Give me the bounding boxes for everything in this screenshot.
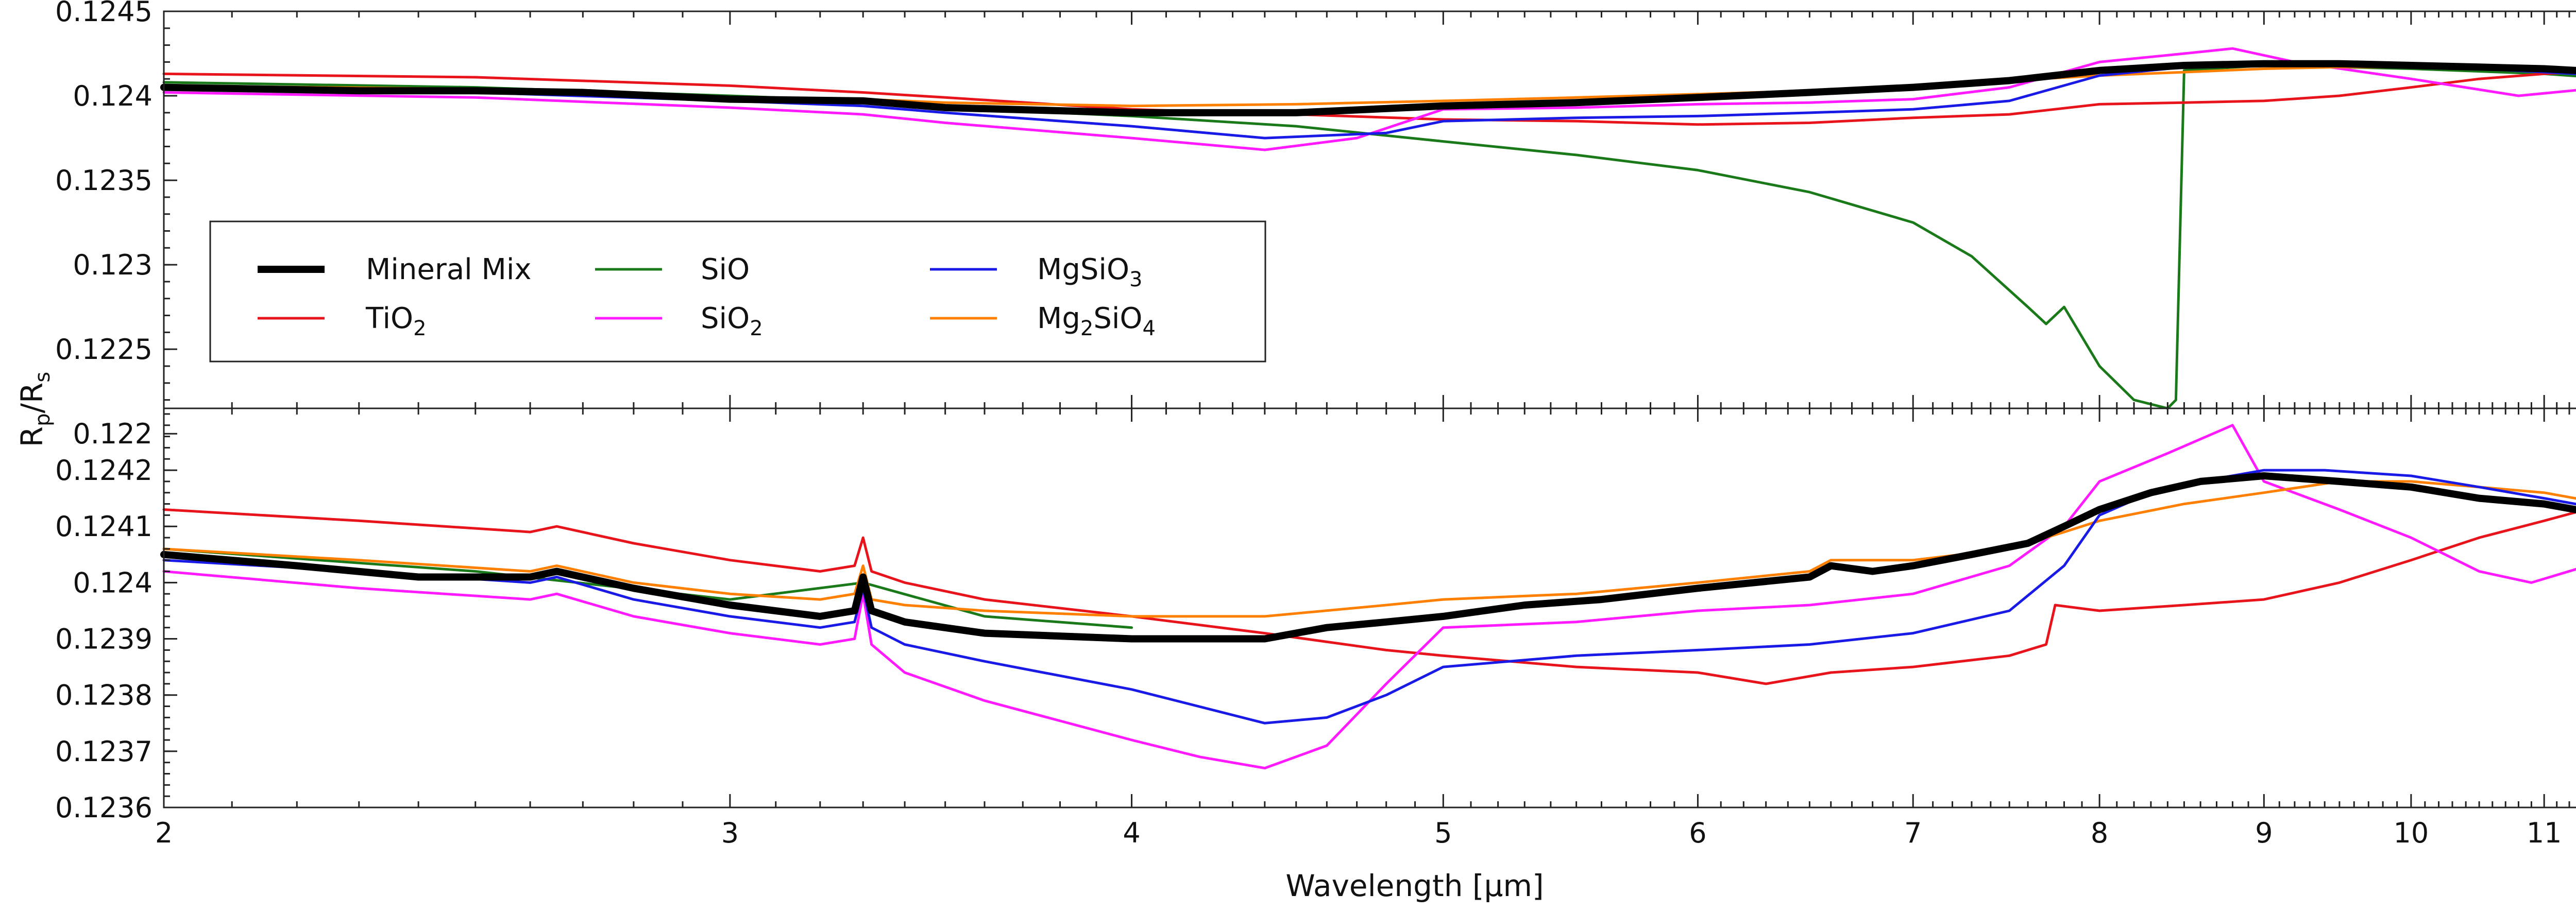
y-tick-label: 0.124 xyxy=(73,80,152,112)
series-lines xyxy=(160,47,2576,410)
series-line-tio2-top xyxy=(162,71,2576,126)
x-tick-label: 3 xyxy=(721,817,739,849)
y-tick-label: 0.1236 xyxy=(55,791,152,824)
series-line-mg2sio4-bottom xyxy=(162,480,2576,618)
axis-titles: Wavelength [μm] Rp/Rs xyxy=(14,372,1544,903)
y-tick-label: 0.1241 xyxy=(55,510,152,543)
x-tick-label: 7 xyxy=(1904,817,1922,849)
series-line-mineral_mix-bottom xyxy=(160,472,2576,643)
legend-label-mg2sio4: Mg2SiO4 xyxy=(1037,302,1156,340)
y-tick-label: 0.1239 xyxy=(55,623,152,656)
legend-text: TiO xyxy=(365,302,413,335)
y-tick-label: 0.124 xyxy=(73,566,152,599)
y-tick-label: 0.123 xyxy=(73,249,152,281)
y-axis-title-sep: /R xyxy=(14,383,49,414)
plot-frame-bottom xyxy=(163,407,2576,808)
y-tick-label: 0.1242 xyxy=(55,454,152,487)
legend-text: SiO xyxy=(1093,302,1142,335)
legend-text: SiO xyxy=(701,302,750,335)
y-tick-label: 0.1225 xyxy=(55,333,152,366)
y-axis-title-sub-s: s xyxy=(31,372,55,383)
y-tick-label: 0.1235 xyxy=(55,164,152,197)
legend-label-sio: SiO xyxy=(701,253,750,286)
legend-label-sio2: SiO2 xyxy=(701,302,763,340)
legend-text: Mineral Mix xyxy=(366,253,532,286)
series-line-sio-bottom xyxy=(162,547,1133,629)
series-line-sio2-top xyxy=(162,47,2576,151)
legend-text: MgSiO xyxy=(1037,253,1129,286)
series-lines xyxy=(160,424,2576,770)
legend-subscript: 4 xyxy=(1143,317,1156,340)
series-line-mineral_mix-top xyxy=(160,60,2576,116)
legend-box xyxy=(209,220,1266,363)
x-tick-label: 5 xyxy=(1434,817,1452,849)
legend-subscript: 2 xyxy=(1080,317,1093,340)
bottom-panel: 0.1236 0.1237 0.1238 0.1239 0.124 0.1241 0.124… xyxy=(55,407,2576,849)
y-tick-label: 0.1237 xyxy=(55,735,152,768)
x-tick-label: 2 xyxy=(155,817,173,849)
legend-subscript: 3 xyxy=(1129,268,1142,291)
legend-text: SiO xyxy=(701,253,750,286)
x-tick-label: 4 xyxy=(1123,817,1140,849)
legend-subscript: 2 xyxy=(413,317,426,340)
series-line-sio2-bottom xyxy=(162,424,2576,770)
x-tick-label: 9 xyxy=(2255,817,2273,849)
x-tick-label: 11 xyxy=(2527,817,2562,849)
legend-text: Mg xyxy=(1037,302,1080,335)
x-axis-title: Wavelength [μm] xyxy=(1285,868,1544,903)
axis-ticks-bottom: 0.1236 0.1237 0.1238 0.1239 0.124 0.1241 0.124… xyxy=(55,408,2570,849)
y-axis-title-main: R xyxy=(14,426,49,447)
y-axis-title-sub-p: p xyxy=(31,413,55,426)
series-line-mgsio3-bottom xyxy=(162,469,2576,725)
legend-label-mineral_mix: Mineral Mix xyxy=(366,253,532,286)
legend-label-tio2: TiO2 xyxy=(365,302,427,340)
x-tick-label: 6 xyxy=(1689,817,1706,849)
top-panel: 0.122 0.1225 0.123 0.1235 0.124 0.1245 Mineral… xyxy=(55,0,2576,450)
x-tick-label: 8 xyxy=(2091,817,2108,849)
y-tick-label: 0.1238 xyxy=(55,679,152,712)
legend-subscript: 2 xyxy=(750,317,762,340)
y-tick-label: 0.122 xyxy=(73,418,152,450)
y-tick-label: 0.1245 xyxy=(55,0,152,28)
series-line-tio2-bottom xyxy=(162,508,2576,685)
axis-ticks-top: 0.122 0.1225 0.123 0.1235 0.124 0.1245 xyxy=(55,0,2570,450)
y-axis-title: Rp/Rs xyxy=(14,372,55,447)
x-tick-label: 10 xyxy=(2394,817,2429,849)
legend-label-mgsio3: MgSiO3 xyxy=(1037,253,1143,291)
